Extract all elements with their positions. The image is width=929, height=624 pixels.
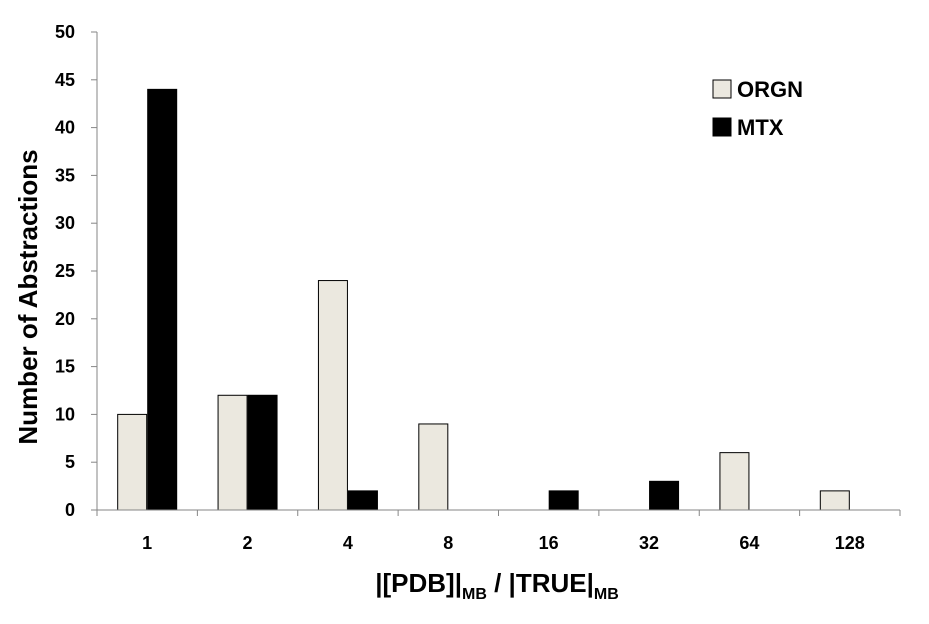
x-tick-label: 4 [343, 533, 353, 553]
x-tick-label: 2 [243, 533, 253, 553]
y-tick-label: 35 [55, 165, 75, 185]
x-axis-title-sub2: MB [594, 586, 619, 603]
y-tick-label: 10 [55, 404, 75, 424]
x-tick-label: 32 [639, 533, 659, 553]
y-tick-label: 0 [65, 500, 75, 520]
x-tick-label: 8 [443, 533, 453, 553]
y-tick-label: 40 [55, 118, 75, 138]
bar-orgn-1 [117, 413, 148, 511]
axes-layer [91, 31, 901, 516]
y-tick-label: 25 [55, 261, 75, 281]
bar-orgn-64 [719, 452, 750, 511]
y-tick-label: 20 [55, 309, 75, 329]
legend-swatch-orgn [712, 79, 732, 99]
bar-orgn-8 [418, 423, 449, 511]
y-tick-label: 30 [55, 213, 75, 233]
bar-orgn-128 [819, 490, 850, 511]
bar-orgn-4 [317, 280, 348, 511]
x-tick-label: 1 [142, 533, 152, 553]
x-axis-title-part1: |[PDB]| [375, 568, 462, 598]
bar-orgn-2 [217, 394, 248, 511]
bar-mtx-16 [548, 490, 579, 511]
y-tick-label: 5 [65, 452, 75, 472]
x-tick-label: 16 [539, 533, 559, 553]
x-axis-title-sub1: MB [462, 586, 487, 603]
bar-mtx-2 [247, 394, 278, 511]
x-tick-label: 128 [835, 533, 865, 553]
y-tick-label: 50 [55, 22, 75, 42]
y-axis-title: Number of Abstractions [13, 149, 43, 444]
y-tick-label: 15 [55, 357, 75, 377]
bar-mtx-4 [347, 490, 378, 511]
x-axis-title: |[PDB]|MB / |TRUE|MB [375, 568, 619, 603]
bar-mtx-1 [147, 88, 178, 511]
x-tick-label: 64 [739, 533, 759, 553]
legend: ORGN MTX [712, 77, 803, 140]
legend-label-orgn: ORGN [737, 77, 803, 102]
bars-layer [117, 88, 850, 511]
legend-label-mtx: MTX [737, 115, 784, 140]
x-axis-title-part2: / |TRUE| [487, 568, 594, 598]
bar-mtx-32 [649, 480, 680, 511]
y-tick-label: 45 [55, 70, 75, 90]
legend-swatch-mtx [712, 117, 732, 137]
tick-labels-layer: 0 5 10 15 20 25 30 35 40 45 50 1 2 4 8 16 32 64 128 [55, 22, 865, 553]
